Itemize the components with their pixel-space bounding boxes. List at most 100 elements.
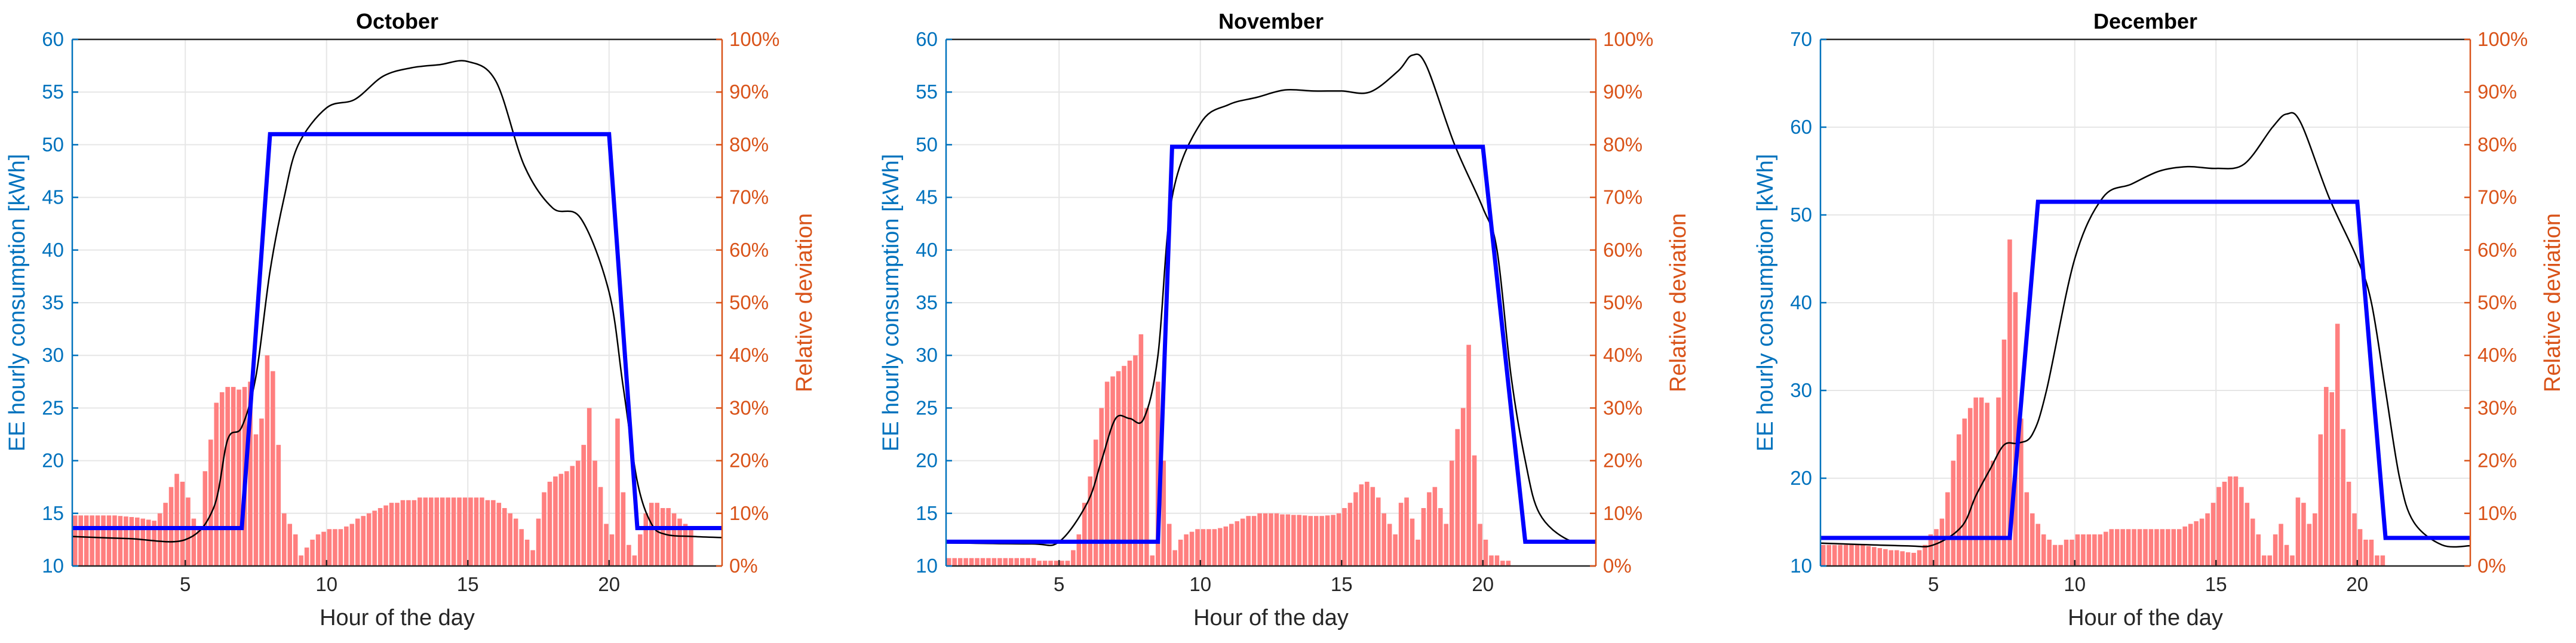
x-axis-label: Hour of the day [2068,605,2223,630]
deviation-bar [1155,382,1160,566]
deviation-bar [253,434,259,566]
deviation-bar [1979,397,1984,566]
y-tick-label: 10 [1790,555,1812,577]
deviation-bar [655,503,659,566]
deviation-bar [140,518,146,566]
deviation-bar [2120,529,2125,566]
deviation-bar [519,529,524,566]
deviation-bar [2041,534,2046,566]
deviation-bar [1235,521,1240,566]
deviation-bar [1184,534,1189,566]
deviation-bar [1291,515,1296,566]
deviation-bar [1438,507,1443,566]
deviation-bar [1325,515,1330,566]
deviation-bar [124,516,128,566]
y-tick-label: 45 [42,186,64,208]
deviation-bar [157,513,162,566]
y2-tick-label: 20% [729,450,769,472]
deviation-bar [225,387,230,566]
deviation-bar [2239,487,2244,566]
deviation-bar [2346,481,2351,566]
y-tick-label: 15 [42,502,64,524]
deviation-bar [180,481,185,566]
deviation-bar [1404,497,1409,566]
deviation-bar [2194,521,2199,566]
deviation-bar [530,550,535,566]
deviation-bar [598,487,603,566]
deviation-bar [1240,518,1245,566]
deviation-bar [1144,408,1149,566]
x-tick-label: 15 [457,573,479,595]
deviation-bar [2313,513,2317,566]
y2-tick-label: 70% [1603,186,1642,208]
deviation-bar [2081,534,2086,566]
deviation-bar [2375,555,2380,566]
deviation-bar [2024,492,2030,566]
deviation-bars [72,355,693,566]
deviation-bar [1218,528,1223,566]
chart-panel-december: 5 10 15 20 10 20 30 40 50 60 70 0% 10% 20% 30% 40% 50% 60… [1753,9,2565,630]
deviation-bar [547,481,552,566]
deviation-bar [2210,503,2216,566]
deviation-bar [468,497,473,566]
y2-tick-label: 80% [2477,133,2517,155]
deviation-bar [118,516,123,566]
deviation-bar [683,524,688,566]
deviation-bar [1883,549,1888,566]
deviation-bar [1133,355,1138,566]
deviation-bar [1381,513,1387,566]
deviation-bar [946,558,951,566]
deviation-bars [946,334,1511,566]
deviation-bar [677,518,682,566]
deviation-bar [1009,558,1014,566]
deviation-bar [1088,476,1093,566]
deviation-bar [84,515,89,566]
deviation-bar [2380,555,2385,566]
deviation-bar [2064,539,2069,566]
x-axis-label: Hour of the day [1193,605,1349,630]
deviation-bar [1996,397,2001,566]
deviation-bar [1054,561,1059,566]
deviation-bar [412,500,417,566]
deviation-bar [2279,524,2283,566]
y2-tick-label: 30% [1603,396,1642,419]
deviation-bar [377,507,383,566]
deviation-bar [2290,555,2295,566]
deviation-bar [2103,531,2108,566]
y2-tick-label: 60% [1603,239,1642,261]
deviation-bar [1359,484,1364,566]
deviation-bar [2013,292,2018,566]
deviation-bar [1353,492,1358,566]
deviation-bar [2256,534,2261,566]
deviation-bar [1229,524,1234,566]
deviation-bar [428,497,434,566]
deviation-bar [963,558,968,566]
x-tick-label: 10 [2064,573,2086,595]
deviation-bar [1427,492,1432,566]
deviation-bar [542,492,546,566]
deviation-bar [2284,544,2289,566]
deviation-bar [1048,561,1053,566]
deviation-bar [1398,503,1404,566]
y2-tick-label: 10% [729,502,769,524]
deviation-bar [1246,516,1251,566]
deviation-bar [1201,529,1206,566]
deviation-bar [2363,539,2368,566]
y-tick-label: 15 [916,502,938,524]
deviation-bar [1166,524,1172,566]
deviation-bar [1076,534,1082,566]
chart-panel-october: 5 10 15 20 10 15 20 25 30 35 40 45 50 55 60 0% 10% 20% 30%… [5,9,817,630]
deviation-bar [1826,544,1831,566]
y-tick-label: 60 [916,28,938,50]
deviation-bar [2148,529,2154,566]
deviation-bar [1313,516,1319,566]
deviation-bar [146,519,151,566]
deviation-bar [1138,334,1144,566]
deviation-bar [1934,529,1939,566]
deviation-bar [689,526,693,566]
deviation-bar [666,507,671,566]
deviation-bar [355,518,360,566]
deviation-bar [1099,408,1104,566]
model-consumption-line [72,132,722,530]
